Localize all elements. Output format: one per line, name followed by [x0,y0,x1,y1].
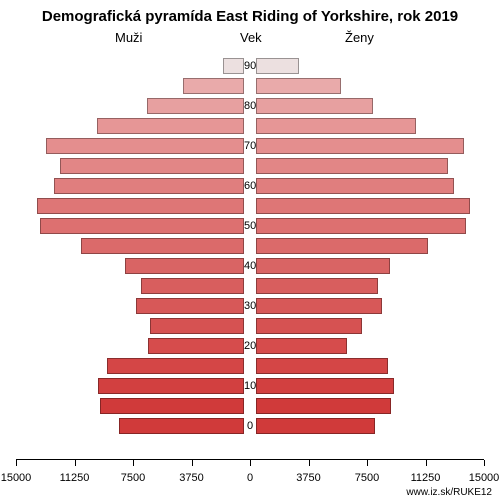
female-bar [256,258,390,274]
female-bar [256,298,382,314]
female-bar [256,58,299,74]
male-bar [97,118,244,134]
x-tick [484,460,485,466]
female-bar [256,98,373,114]
x-tick [133,460,134,466]
x-tick [309,460,310,466]
female-bar [256,178,454,194]
male-bar [119,418,244,434]
female-bar [256,138,464,154]
age-label: 90 [244,60,256,72]
x-tick-label: 11250 [60,472,90,484]
male-bar [98,378,244,394]
male-bar [147,98,244,114]
female-bar [256,338,347,354]
age-label: 0 [244,420,256,432]
male-bar [100,398,244,414]
age-label: 40 [244,260,256,272]
male-bar [54,178,244,194]
male-bar [37,198,244,214]
label-females: Ženy [345,30,374,45]
x-tick-label: 3750 [296,472,320,484]
label-age: Vek [240,30,262,45]
female-bar [256,398,391,414]
male-bar [148,338,244,354]
male-bar [136,298,244,314]
x-tick [192,460,193,466]
female-bar [256,118,416,134]
male-bar [46,138,244,154]
x-tick-label: 0 [247,472,253,484]
chart-title: Demografická pyramída East Riding of Yor… [0,8,500,25]
male-bar [125,258,244,274]
male-bar [141,278,244,294]
female-bar [256,418,375,434]
x-tick-label: 3750 [179,472,203,484]
age-label: 20 [244,340,256,352]
pyramid-plot: 90 80 70 60 50 40 30 20 10 0 [16,50,484,440]
female-bar [256,358,388,374]
male-bar [150,318,244,334]
source-url: www.iz.sk/RUKE12 [406,487,492,498]
male-half [16,50,244,440]
female-bar [256,198,470,214]
female-bar [256,278,378,294]
x-tick-label: 15000 [469,472,500,484]
male-bar [40,218,244,234]
female-bar [256,238,428,254]
x-tick [75,460,76,466]
x-tick-label: 7500 [121,472,145,484]
x-tick [426,460,427,466]
female-bar [256,318,362,334]
age-label: 60 [244,180,256,192]
label-males: Muži [115,30,142,45]
x-tick [250,460,251,466]
female-bar [256,378,394,394]
x-tick-label: 15000 [1,472,32,484]
age-label: 70 [244,140,256,152]
male-bar [107,358,244,374]
female-half [256,50,484,440]
age-label: 10 [244,380,256,392]
female-bar [256,158,448,174]
male-bar [81,238,244,254]
female-bar [256,218,466,234]
male-bar [60,158,244,174]
male-bar [223,58,244,74]
male-bar [183,78,244,94]
age-label: 30 [244,300,256,312]
x-tick-label: 11250 [411,472,441,484]
age-label: 50 [244,220,256,232]
female-bar [256,78,341,94]
x-tick-label: 7500 [355,472,379,484]
x-tick [16,460,17,466]
age-label: 80 [244,100,256,112]
x-tick [367,460,368,466]
